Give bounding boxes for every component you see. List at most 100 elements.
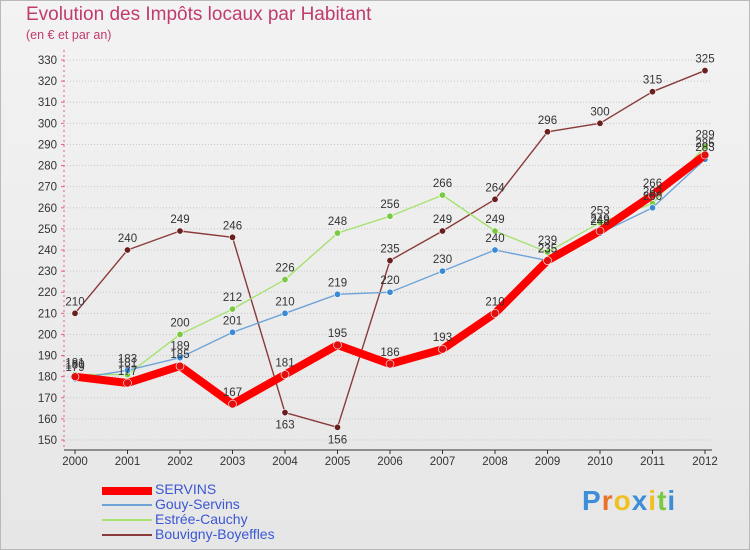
data-label-estr-e-cauchy: 248 [328, 216, 347, 228]
y-tick-label: 160 [38, 414, 57, 426]
data-label-estr-e-cauchy: 239 [538, 235, 557, 247]
logo-letter: r [601, 485, 614, 516]
data-label-bouvigny-boyeffles: 249 [170, 214, 189, 226]
logo-letter: P [582, 485, 602, 516]
x-tick-label: 2010 [587, 456, 613, 468]
data-point-bouvigny-boyeffles [229, 233, 237, 241]
legend-label-servins: SERVINS [155, 481, 217, 497]
data-point-gouy-servins [648, 204, 656, 212]
data-label-bouvigny-boyeffles: 264 [485, 182, 505, 194]
x-tick-label: 2008 [482, 456, 508, 468]
data-point-gouy-servins [438, 267, 446, 275]
data-point-servins [490, 309, 500, 318]
data-point-bouvigny-boyeffles [648, 88, 656, 96]
data-label-servins: 180 [65, 360, 84, 372]
data-label-gouy-servins: 210 [275, 296, 294, 308]
data-label-servins: 177 [118, 366, 137, 378]
data-label-servins: 235 [538, 244, 557, 256]
data-label-estr-e-cauchy: 262 [643, 187, 662, 199]
data-point-estr-e-cauchy [438, 191, 446, 199]
data-label-estr-e-cauchy: 266 [433, 178, 452, 190]
data-label-gouy-servins: 220 [380, 275, 399, 287]
data-point-bouvigny-boyeffles [281, 409, 289, 417]
data-point-gouy-servins [491, 246, 499, 254]
data-point-gouy-servins [124, 366, 132, 374]
data-label-servins: 167 [223, 387, 242, 399]
data-point-estr-e-cauchy [491, 227, 499, 235]
logo-letter: t [657, 485, 668, 516]
data-point-estr-e-cauchy [281, 276, 289, 284]
data-label-bouvigny-boyeffles: 249 [433, 214, 452, 226]
data-label-gouy-servins: 189 [170, 341, 189, 353]
data-point-estr-e-cauchy [543, 248, 551, 256]
data-point-servins [543, 256, 552, 265]
data-point-bouvigny-boyeffles [333, 423, 341, 431]
y-tick-label: 150 [38, 435, 57, 447]
legend: SERVINS Gouy-Servins Estrée-Cauchy Bouvi… [102, 481, 322, 543]
data-label-estr-e-cauchy: 256 [380, 199, 399, 211]
data-point-bouvigny-boyeffles [71, 309, 79, 317]
data-point-servins [385, 359, 395, 369]
legend-item-gouy-servins: Gouy-Servins [102, 496, 322, 513]
logo-letter: x [631, 485, 649, 516]
data-point-servins [595, 226, 605, 236]
x-tick-label: 2001 [115, 456, 141, 468]
data-label-bouvigny-boyeffles: 325 [695, 54, 714, 66]
data-point-servins [175, 361, 185, 371]
legend-item-servins: SERVINS [102, 481, 322, 498]
y-tick-label: 280 [38, 161, 57, 173]
x-tick-label: 2009 [535, 456, 561, 468]
y-tick-label: 190 [38, 351, 57, 363]
data-label-bouvigny-boyeffles: 163 [275, 420, 294, 432]
legend-label-gouy-servins: Gouy-Servins [155, 496, 240, 512]
x-tick-label: 2004 [272, 456, 298, 468]
y-tick-label: 200 [38, 329, 57, 341]
data-point-bouvigny-boyeffles [438, 227, 446, 235]
legend-swatch-bouvigny-boyeffles [102, 534, 152, 536]
y-tick-label: 180 [38, 372, 57, 384]
data-label-bouvigny-boyeffles: 235 [380, 244, 399, 256]
data-label-estr-e-cauchy: 226 [275, 263, 294, 275]
x-tick-label: 2003 [220, 456, 246, 468]
y-tick-label: 320 [38, 76, 57, 88]
y-tick-label: 290 [38, 139, 57, 151]
y-tick-label: 330 [38, 55, 57, 67]
data-point-gouy-servins [229, 328, 237, 336]
x-tick-label: 2012 [692, 456, 718, 468]
x-tick-label: 2000 [62, 456, 88, 468]
data-point-estr-e-cauchy [701, 143, 709, 151]
data-label-gouy-servins: 235 [538, 244, 557, 256]
data-point-servins [123, 378, 132, 388]
data-label-estr-e-cauchy: 249 [485, 214, 504, 226]
data-point-servins [228, 399, 237, 409]
data-point-servins [648, 190, 657, 200]
y-tick-label: 270 [38, 182, 57, 194]
data-point-estr-e-cauchy [596, 219, 604, 227]
y-tick-label: 310 [38, 97, 57, 109]
data-point-bouvigny-boyeffles [701, 67, 709, 75]
logo-letter: i [648, 485, 658, 516]
data-point-gouy-servins [281, 309, 289, 317]
data-label-servins: 210 [485, 296, 504, 308]
x-tick-label: 2002 [167, 456, 193, 468]
x-tick-label: 2005 [325, 456, 351, 468]
data-point-servins [70, 372, 80, 381]
data-label-bouvigny-boyeffles: 300 [590, 106, 609, 118]
chart-subtitle: (en € et par an) [26, 28, 112, 42]
data-label-gouy-servins: 283 [695, 142, 714, 154]
y-tick-label: 170 [38, 393, 57, 405]
data-point-bouvigny-boyeffles [596, 119, 604, 127]
y-tick-label: 260 [38, 203, 57, 215]
data-label-gouy-servins: 219 [328, 277, 347, 289]
legend-item-bouvigny-boyeffles: Bouvigny-Boyeffles [102, 526, 322, 543]
proxiti-logo: Proxiti [582, 485, 676, 517]
data-point-estr-e-cauchy [333, 229, 341, 237]
logo-letter: i [667, 485, 677, 516]
data-point-estr-e-cauchy [386, 212, 394, 220]
data-label-estr-e-cauchy: 200 [170, 317, 189, 329]
data-label-estr-e-cauchy: 212 [223, 292, 242, 304]
legend-swatch-servins [102, 487, 152, 495]
data-label-estr-e-cauchy: 181 [65, 358, 84, 370]
